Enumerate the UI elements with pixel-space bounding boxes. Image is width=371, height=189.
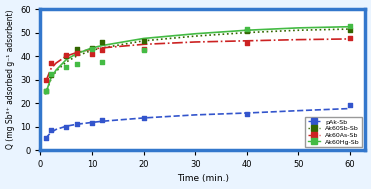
Point	[89, 122, 95, 125]
Point	[43, 90, 49, 93]
Point	[43, 78, 49, 81]
Point	[63, 125, 69, 128]
Point	[99, 49, 105, 52]
Point	[89, 47, 95, 50]
Point	[73, 47, 79, 50]
Point	[244, 42, 250, 45]
Point	[43, 90, 49, 93]
Point	[48, 62, 54, 65]
X-axis label: Time (min.): Time (min.)	[177, 174, 229, 184]
Legend: pAk-Sb, Ak60Sb-Sb, Ak60As-Sb, Ak60Hg-Sb: pAk-Sb, Ak60Sb-Sb, Ak60As-Sb, Ak60Hg-Sb	[305, 117, 362, 147]
Point	[43, 137, 49, 140]
Point	[89, 46, 95, 49]
Point	[141, 39, 147, 42]
Point	[48, 72, 54, 75]
Point	[244, 30, 250, 33]
Point	[73, 63, 79, 66]
Point	[63, 55, 69, 58]
Point	[63, 65, 69, 68]
Point	[141, 117, 147, 120]
Point	[141, 49, 147, 52]
Point	[347, 29, 353, 32]
Point	[73, 123, 79, 126]
Y-axis label: Q (mg Sb³⁺ adsorbed g⁻¹ adsorbent): Q (mg Sb³⁺ adsorbed g⁻¹ adsorbent)	[6, 10, 14, 149]
Point	[99, 60, 105, 64]
Point	[48, 73, 54, 76]
Point	[89, 52, 95, 55]
Point	[141, 47, 147, 50]
Point	[73, 51, 79, 54]
Point	[244, 112, 250, 115]
Point	[244, 28, 250, 31]
Point	[99, 40, 105, 43]
Point	[347, 104, 353, 107]
Point	[48, 129, 54, 132]
Point	[99, 118, 105, 121]
Point	[347, 24, 353, 27]
Point	[63, 53, 69, 57]
Point	[347, 37, 353, 40]
